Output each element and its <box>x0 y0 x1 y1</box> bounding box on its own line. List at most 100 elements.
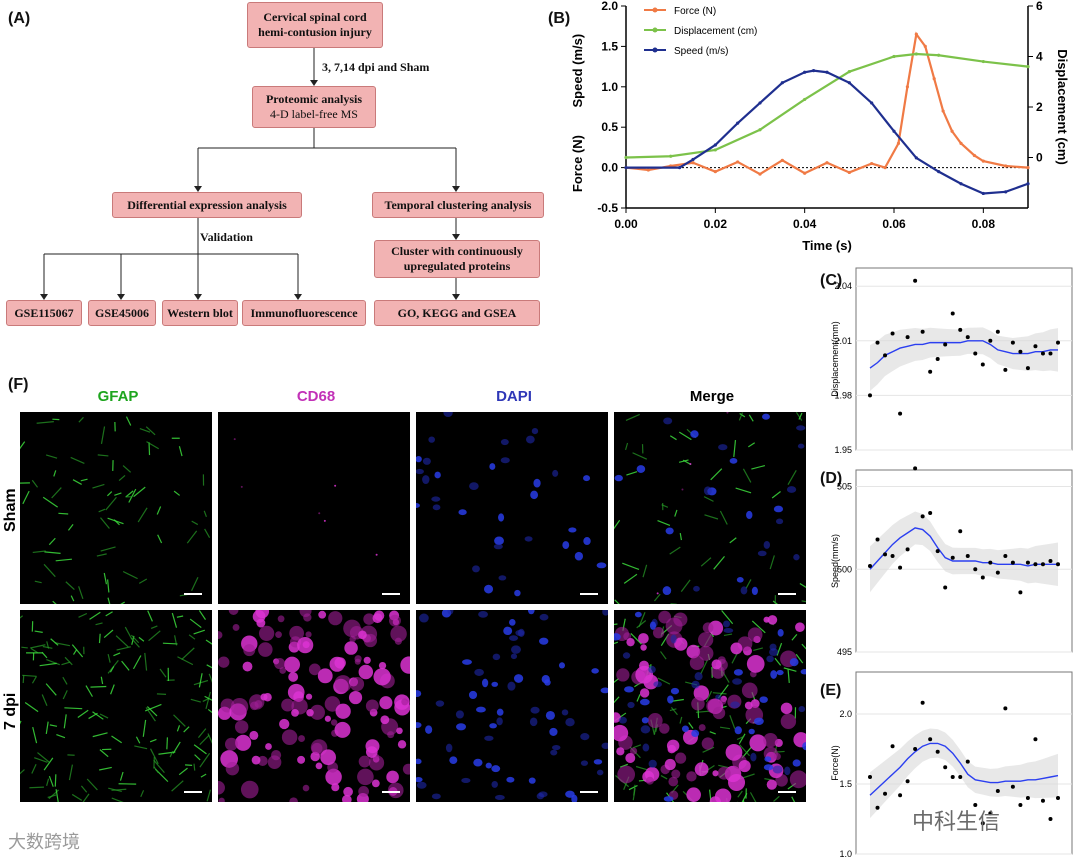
dapi-nucleus <box>491 765 501 773</box>
cd68-blob <box>656 592 659 595</box>
gfap-fiber <box>771 491 781 499</box>
chart-D-data-point <box>958 529 963 534</box>
cd68-blob <box>365 746 378 758</box>
chart-D-data-point <box>890 554 895 559</box>
gfap-fiber <box>801 600 806 603</box>
gfap-fiber <box>42 496 58 508</box>
cd68-blob <box>717 766 731 780</box>
chart-b-y-tick-label: 2.0 <box>601 0 618 13</box>
dapi-nucleus <box>539 613 549 621</box>
gfap-fiber <box>753 647 764 652</box>
gfap-fiber <box>50 638 59 646</box>
cd68-blob <box>309 704 325 720</box>
cd68-blob <box>297 636 314 654</box>
cd68-blob <box>306 709 314 717</box>
cd68-blob <box>358 786 370 797</box>
cd68-blob <box>675 752 687 764</box>
chart-C-data-point <box>1025 366 1030 371</box>
gfap-fiber <box>122 570 138 580</box>
dapi-nucleus <box>458 509 467 516</box>
micrograph-image <box>20 610 212 802</box>
dapi-nucleus <box>729 458 738 464</box>
gfap-fiber <box>183 726 190 733</box>
cd68-blob <box>638 633 649 644</box>
gfap-fiber <box>661 504 669 508</box>
dapi-nucleus <box>703 486 712 496</box>
gfap-fiber <box>98 508 106 513</box>
chart-b-data-point <box>959 182 963 186</box>
chart-b-legend-label: Speed (m/s) <box>674 46 728 57</box>
gfap-fiber <box>614 623 618 626</box>
cd68-blob <box>389 614 401 627</box>
gfap-fiber <box>44 551 61 554</box>
cd68-blob <box>712 770 719 777</box>
dapi-nucleus <box>469 482 479 491</box>
dapi-nucleus <box>545 711 555 720</box>
gfap-fiber <box>614 678 620 684</box>
cd68-blob <box>251 755 261 765</box>
gfap-fiber <box>20 441 26 450</box>
cd68-blob <box>305 693 313 700</box>
dapi-nucleus <box>639 698 650 706</box>
gfap-fiber <box>36 421 54 424</box>
chart-D-y-label: Speed(mm/s) <box>830 534 840 588</box>
gfap-fiber <box>53 470 57 477</box>
box-go-kegg-gsea: GO, KEGG and GSEA <box>374 300 540 326</box>
gfap-fiber <box>46 659 60 666</box>
gfap-fiber <box>145 707 156 722</box>
cd68-blob <box>380 715 390 725</box>
gfap-fiber <box>67 524 74 531</box>
gfap-fiber <box>72 479 82 485</box>
gfap-fiber <box>193 629 205 635</box>
chart-b-y2-tick-label: 0 <box>1036 151 1043 165</box>
gfap-fiber <box>125 490 134 498</box>
cd68-blob <box>357 768 374 786</box>
dapi-nucleus <box>641 717 649 724</box>
cd68-blob <box>281 698 295 712</box>
gfap-fiber <box>191 520 199 526</box>
flowchart-connectors <box>40 48 460 300</box>
cd68-blob <box>228 610 239 615</box>
chart-b-data-point <box>758 128 762 132</box>
cd68-blob <box>614 724 629 742</box>
dapi-nucleus <box>565 790 575 798</box>
cd68-blob <box>277 615 285 623</box>
gfap-fiber <box>146 706 158 717</box>
gfap-fiber <box>748 414 754 422</box>
chart-E-data-point <box>935 749 940 754</box>
dapi-nucleus <box>648 665 656 674</box>
cd68-blob <box>365 699 379 713</box>
cd68-blob <box>318 610 327 619</box>
chart-b-data-point <box>892 129 896 133</box>
gfap-fiber <box>107 654 111 663</box>
gfap-fiber <box>54 642 71 647</box>
cd68-blob <box>616 747 625 756</box>
gfap-fiber <box>172 741 181 754</box>
gfap-fiber <box>119 771 124 781</box>
chart-C-data-point <box>958 327 963 332</box>
gfap-fiber <box>32 550 46 554</box>
cd68-blob <box>719 697 727 705</box>
gfap-fiber <box>22 675 25 684</box>
gfap-fiber <box>787 469 797 485</box>
gfap-fiber <box>43 563 56 578</box>
cd68-blob <box>240 485 243 488</box>
watermark-right: 中科生信 <box>912 810 1001 835</box>
gfap-fiber <box>124 626 133 640</box>
chart-b-data-point <box>803 70 807 74</box>
gfap-fiber <box>739 744 750 757</box>
gfap-fiber <box>207 708 212 714</box>
cd68-blob <box>698 632 714 648</box>
gfap-fiber <box>128 488 137 503</box>
gfap-fiber <box>113 652 121 657</box>
gfap-fiber <box>77 709 89 719</box>
gfap-fiber <box>62 690 68 700</box>
gfap-fiber <box>111 735 123 744</box>
chart-b-data-point <box>981 191 985 196</box>
gfap-fiber <box>745 579 752 589</box>
dapi-nucleus <box>798 705 806 713</box>
chart-b-data-point <box>981 59 985 64</box>
dapi-nucleus <box>777 629 784 637</box>
gfap-fiber <box>92 483 105 489</box>
cd68-blob <box>218 780 225 795</box>
